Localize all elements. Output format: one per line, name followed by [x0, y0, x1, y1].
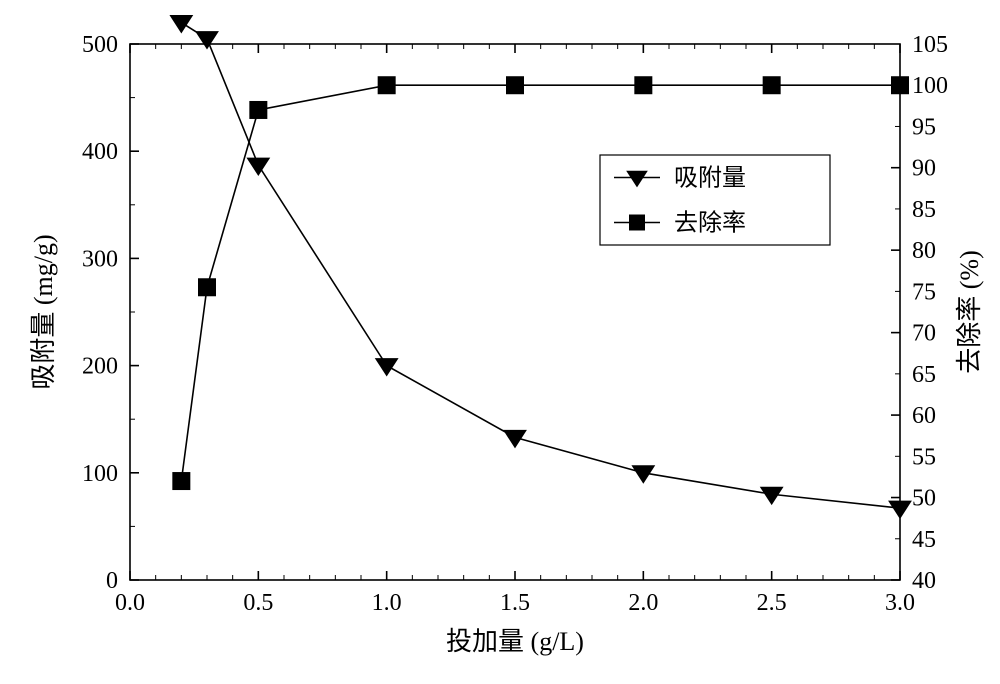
yr-tick-label: 90	[912, 156, 936, 182]
chart-container: 0.0 0.5 1.0 1.5 2.0 2.5 3.0 0 100 200 300 400 500 40 4…	[0, 0, 1000, 684]
marker-square	[891, 76, 909, 94]
legend-label-adsorption: 吸附量	[674, 165, 746, 192]
marker-square	[506, 76, 524, 94]
marker-triangle-down	[376, 359, 398, 376]
yl-tick-label: 0	[106, 568, 118, 594]
marker-triangle-down	[170, 16, 192, 33]
x-tick-label: 1.0	[372, 590, 402, 616]
marker-square	[198, 278, 216, 296]
yr-tick-label: 80	[912, 238, 936, 264]
yl-tick-label: 100	[82, 461, 118, 487]
chart-svg: 0.0 0.5 1.0 1.5 2.0 2.5 3.0 0 100 200 300 400 500 40 4…	[0, 0, 1000, 684]
x-tick-label: 0.5	[243, 590, 273, 616]
yl-tick-label: 200	[82, 354, 118, 380]
yr-tick-label: 60	[912, 403, 936, 429]
marker-square	[249, 101, 267, 119]
yr-tick-label: 45	[912, 527, 936, 553]
marker-triangle-down	[889, 501, 911, 518]
yr-tick-label: 100	[912, 73, 948, 99]
marker-triangle-down	[196, 32, 218, 49]
yr-tick-label: 95	[912, 114, 936, 140]
yr-tick-label: 105	[912, 32, 948, 58]
x-tick-label: 1.5	[500, 590, 530, 616]
yl-tick-label: 400	[82, 139, 118, 165]
yl-axis-label: 吸附量 (mg/g)	[29, 234, 58, 389]
marker-square	[634, 76, 652, 94]
yr-axis-label: 去除率 (%)	[955, 250, 984, 373]
x-tick-label: 0.0	[115, 590, 145, 616]
yr-tick-label: 40	[912, 568, 936, 594]
x-tick-label: 3.0	[885, 590, 915, 616]
marker-square	[763, 76, 781, 94]
yr-tick-label: 85	[912, 197, 936, 223]
marker-triangle-down	[247, 158, 269, 175]
yl-tick-label: 300	[82, 246, 118, 272]
marker-square	[172, 472, 190, 490]
marker-triangle-down	[627, 171, 647, 186]
legend-label-removal: 去除率	[674, 210, 746, 237]
series-line	[181, 23, 900, 509]
yr-tick-label: 50	[912, 486, 936, 512]
x-axis-label: 投加量 (g/L)	[446, 627, 584, 656]
marker-square	[629, 215, 645, 231]
yr-tick-label: 70	[912, 321, 936, 347]
series-line	[181, 85, 900, 481]
x-tick-label: 2.5	[757, 590, 787, 616]
yr-tick-label: 75	[912, 279, 936, 305]
plot-border	[130, 44, 900, 580]
x-tick-label: 2.0	[628, 590, 658, 616]
marker-square	[378, 76, 396, 94]
yr-tick-label: 55	[912, 444, 936, 470]
yr-tick-label: 65	[912, 362, 936, 388]
yl-tick-label: 500	[82, 32, 118, 58]
